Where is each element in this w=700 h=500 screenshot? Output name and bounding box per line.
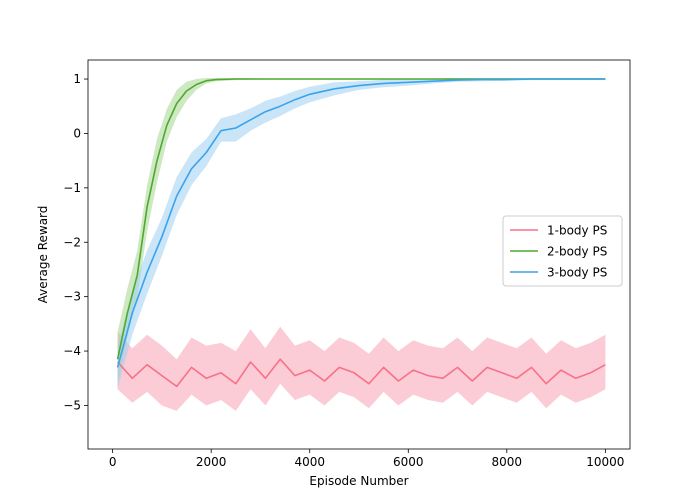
y-tick-label: −3	[63, 290, 81, 304]
y-tick-label: −1	[63, 181, 81, 195]
y-axis-ticks: −5 −4 −3 −2 −1 0 1	[63, 72, 88, 412]
y-tick-label: 0	[73, 126, 81, 140]
line-series-2	[116, 78, 606, 360]
x-tick-label: 6000	[393, 455, 424, 469]
legend-label-series-1: 1-body PS	[547, 224, 607, 238]
x-tick-label: 4000	[294, 455, 325, 469]
legend-label-series-2: 2-body PS	[547, 245, 607, 259]
band-series-1	[117, 326, 606, 411]
legend-label-series-3: 3-body PS	[547, 266, 607, 280]
y-tick-label: −2	[63, 235, 81, 249]
x-axis-label: Episode Number	[309, 474, 408, 488]
x-tick-label: 8000	[492, 455, 523, 469]
y-tick-label: −5	[63, 398, 81, 412]
x-axis-ticks: 0 2000 4000 6000 8000 10000	[109, 449, 624, 469]
x-tick-label: 0	[109, 455, 117, 469]
x-tick-label: 10000	[586, 455, 624, 469]
legend: 1-body PS 2-body PS 3-body PS	[502, 215, 623, 287]
y-tick-label: −4	[63, 344, 81, 358]
line-series-3	[116, 78, 606, 368]
plot-frame	[87, 59, 631, 450]
line-series-1	[117, 358, 606, 388]
series-lines	[116, 78, 606, 388]
y-axis-label: Average Reward	[36, 206, 50, 304]
x-tick-label: 2000	[196, 455, 227, 469]
y-tick-label: 1	[73, 72, 81, 86]
legend-box	[502, 215, 623, 287]
confidence-bands	[117, 78, 606, 411]
